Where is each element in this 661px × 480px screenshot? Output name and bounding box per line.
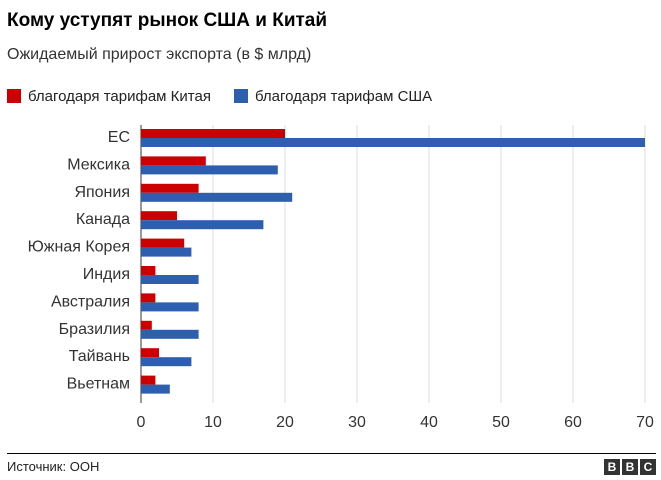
legend-label-china: благодаря тарифам Китая — [28, 87, 211, 105]
category-label: Тайвань — [69, 348, 130, 365]
x-tick-label: 40 — [420, 414, 438, 431]
legend-label-usa: благодаря тарифам США — [254, 87, 433, 105]
category-label: Япония — [74, 184, 130, 201]
category-label: Южная Корея — [28, 239, 130, 256]
legend-swatch-china — [7, 89, 21, 103]
bar-china — [141, 156, 206, 166]
bar-china — [141, 293, 156, 303]
chart-title: Кому уступят рынок США и Китай — [7, 10, 328, 31]
bar-usa — [141, 220, 264, 230]
category-label: ЕС — [108, 129, 130, 146]
x-tick-label: 10 — [204, 414, 222, 431]
logo-letter: B — [622, 459, 638, 475]
source-note: Источник: ООН — [7, 459, 100, 474]
logo-letter: B — [604, 459, 620, 475]
x-tick-label: 50 — [492, 414, 510, 431]
legend-swatch-usa — [233, 89, 248, 103]
bar-china — [141, 348, 159, 358]
bar-usa — [141, 384, 170, 394]
category-label: Бразилия — [59, 321, 130, 338]
bar-usa — [141, 192, 293, 202]
category-label: Австралия — [51, 293, 130, 310]
bar-china — [141, 129, 285, 138]
bar-china — [141, 183, 199, 193]
category-label: Мексика — [67, 156, 130, 173]
legend: благодаря тарифам Китая благодаря тарифа… — [7, 86, 455, 106]
category-label: Канада — [76, 211, 130, 228]
bar-chart: 0 10 20 30 40 50 60 70 ЕС Мексика Япония Канада Южна… — [28, 125, 654, 431]
bar-china — [141, 375, 156, 385]
bar-china — [141, 238, 185, 248]
bar-china — [141, 211, 177, 221]
x-tick-label: 70 — [636, 414, 654, 431]
bar-usa — [141, 357, 192, 367]
bar-china — [141, 320, 152, 330]
legend-item-usa: благодаря тарифам США — [233, 87, 433, 105]
chart-subtitle: Ожидаемый прирост экспорта (в $ млрд) — [7, 46, 312, 63]
x-tick-label: 0 — [137, 414, 146, 431]
category-label: Индия — [83, 266, 130, 283]
footer-divider — [7, 453, 656, 454]
category-label: Вьетнам — [67, 376, 130, 393]
bar-usa — [141, 138, 645, 147]
legend-item-china: благодаря тарифам Китая — [7, 88, 211, 105]
bar-usa — [141, 247, 192, 257]
x-tick-label: 30 — [348, 414, 366, 431]
x-tick-label: 20 — [276, 414, 294, 431]
bar-usa — [141, 302, 199, 312]
bbc-logo: B B C — [602, 459, 656, 475]
x-tick-label: 60 — [564, 414, 582, 431]
bar-usa — [141, 329, 199, 339]
bar-usa — [141, 165, 278, 175]
logo-letter: C — [640, 459, 656, 475]
bar-usa — [141, 275, 199, 284]
bar-china — [141, 266, 156, 275]
